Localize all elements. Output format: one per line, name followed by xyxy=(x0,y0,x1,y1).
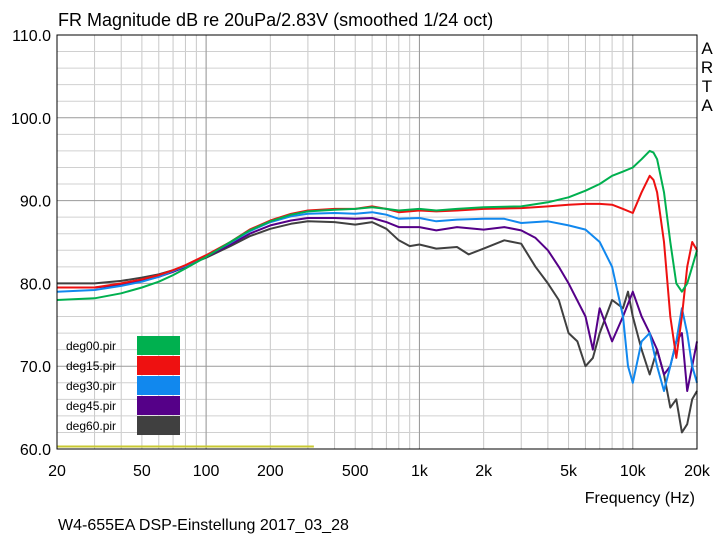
y-tick-label: 70.0 xyxy=(20,359,51,376)
watermark-letter: A xyxy=(701,39,713,58)
y-tick-label: 110.0 xyxy=(12,28,51,45)
y-axis-ticks: 60.0 70.0 80.0 90.0 100.0 110.0 xyxy=(11,28,51,459)
chart-title: FR Magnitude dB re 20uPa/2.83V (smoothed… xyxy=(58,10,493,30)
x-tick-label: 20 xyxy=(48,463,66,480)
y-tick-label: 100.0 xyxy=(11,111,51,128)
watermark-letter: T xyxy=(702,77,712,96)
x-axis-label: Frequency (Hz) xyxy=(585,490,695,507)
watermark-letter: A xyxy=(701,96,713,115)
series-line-deg15 xyxy=(57,174,698,359)
legend-label: deg60.pir xyxy=(66,419,116,433)
x-tick-label: 5k xyxy=(560,463,578,480)
legend-label: deg00.pir xyxy=(66,339,116,353)
grid-minor xyxy=(57,35,697,449)
plot-frame xyxy=(56,34,698,450)
x-tick-label: 20k xyxy=(684,463,711,480)
x-tick-label: 200 xyxy=(257,463,284,480)
y-tick-label: 90.0 xyxy=(20,194,51,211)
legend-label: deg30.pir xyxy=(66,379,116,393)
x-tick-label: 2k xyxy=(475,463,493,480)
legend-swatch xyxy=(137,376,180,395)
legend-swatch xyxy=(137,356,180,375)
legend-label: deg15.pir xyxy=(66,359,116,373)
y-tick-label: 80.0 xyxy=(20,276,51,293)
footer-caption: W4-655EA DSP-Einstellung 2017_03_28 xyxy=(58,517,349,534)
plot-area xyxy=(56,149,698,448)
x-tick-label: 500 xyxy=(342,463,369,480)
watermark-letter: R xyxy=(701,58,713,77)
series-line-deg00 xyxy=(56,149,698,301)
legend-label: deg45.pir xyxy=(66,399,116,413)
x-tick-label: 1k xyxy=(411,463,429,480)
x-tick-label: 50 xyxy=(133,463,151,480)
legend: deg00.pir deg15.pir deg30.pir deg45.pir deg6… xyxy=(66,336,180,435)
series-line-deg60 xyxy=(57,220,698,434)
legend-swatch xyxy=(137,416,180,435)
x-tick-label: 100 xyxy=(193,463,220,480)
x-tick-label: 10k xyxy=(620,463,647,480)
legend-swatch xyxy=(137,396,180,415)
y-tick-label: 60.0 xyxy=(20,442,51,459)
x-axis-ticks: 20 50 100 200 500 1k 2k 5k 10k 20k xyxy=(48,463,711,480)
legend-swatch xyxy=(137,336,180,355)
